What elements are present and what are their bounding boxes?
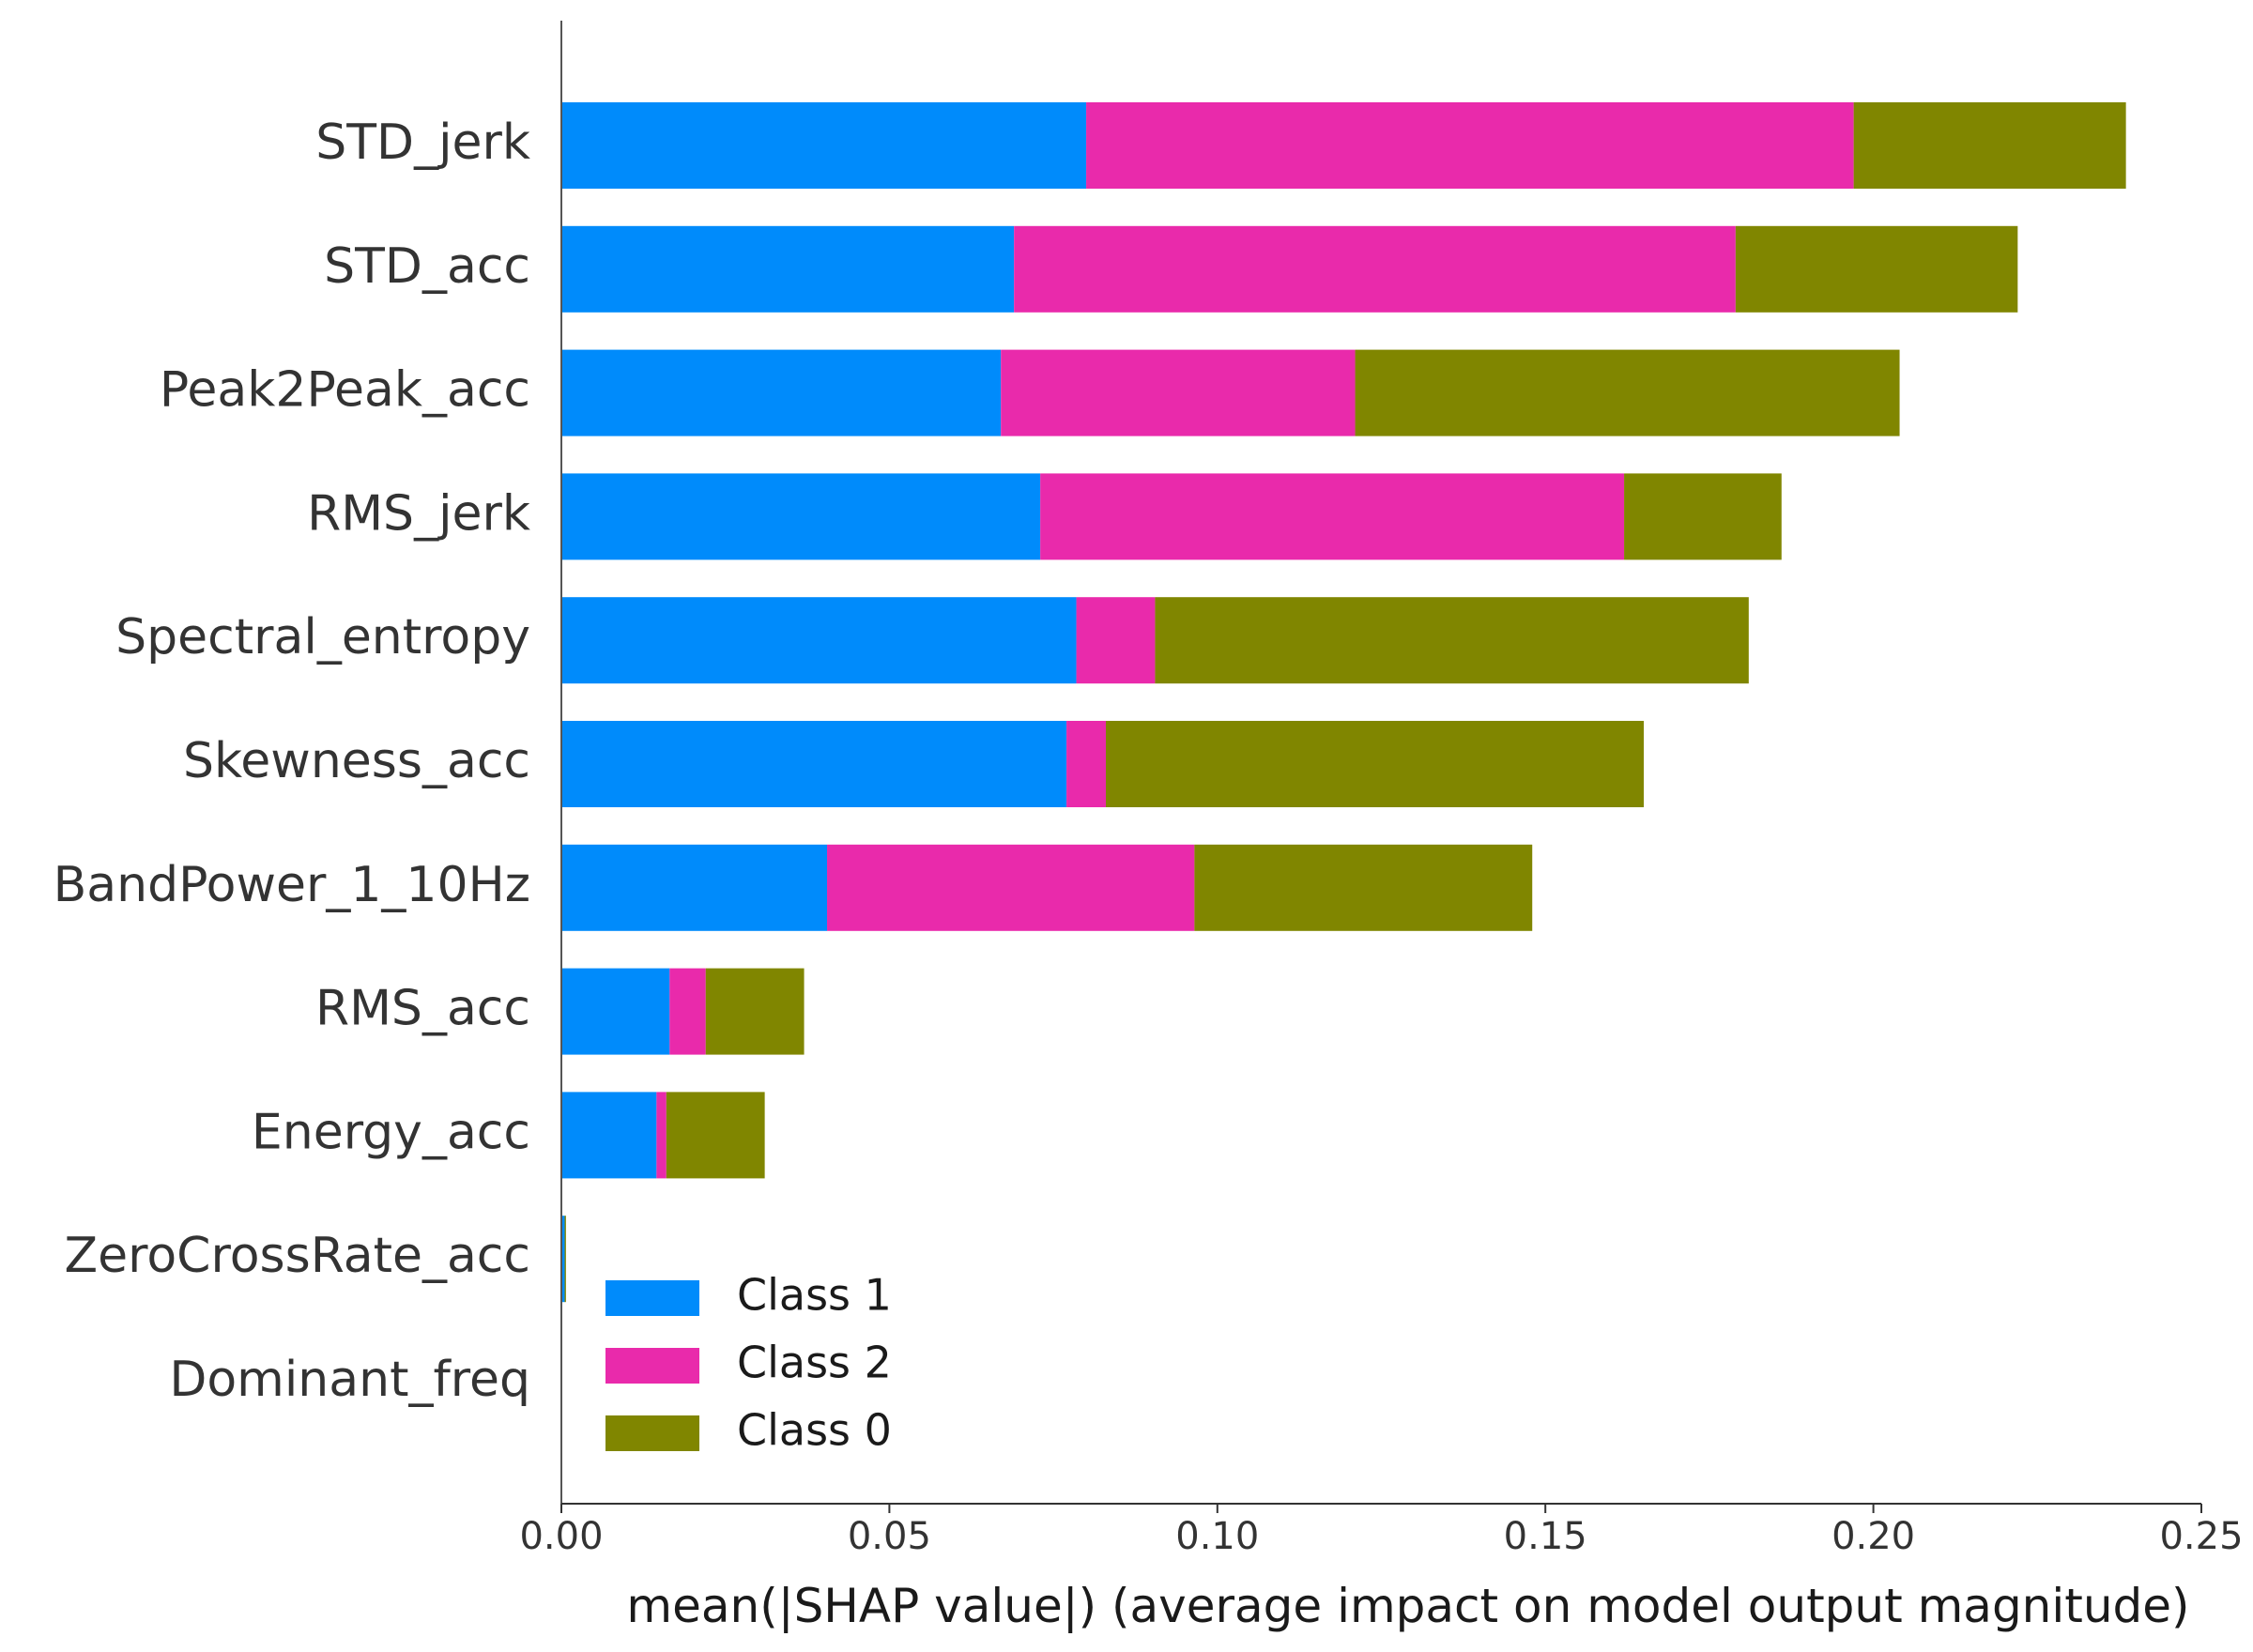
bar-RMS_jerk-class-1 [561, 473, 1041, 560]
legend-label: Class 2 [737, 1338, 892, 1388]
legend-swatch-class-0 [605, 1415, 699, 1451]
x-tick-label: 0.10 [1175, 1515, 1259, 1558]
bar-Peak2Peak_acc-class-0 [1355, 349, 1900, 436]
bar-Peak2Peak_acc-class-1 [561, 349, 1002, 436]
bar-STD_jerk-class-2 [1086, 102, 1854, 189]
y-tick-label: STD_jerk [315, 115, 530, 171]
bar-STD_acc-class-1 [561, 225, 1015, 313]
bar-STD_jerk-class-0 [1853, 102, 2126, 189]
y-tick-label: RMS_jerk [307, 485, 530, 542]
bar-Energy_acc-class-1 [561, 1092, 657, 1179]
bar-Skewness_acc-class-2 [1066, 721, 1107, 807]
y-tick-label: ZeroCrossRate_acc [65, 1228, 531, 1284]
x-tick-label: 0.25 [2159, 1515, 2243, 1558]
legend-swatch-class-1 [605, 1280, 699, 1316]
bar-BandPower_1_10Hz-class-1 [561, 844, 828, 931]
bar-ZeroCrossRate_acc-class-0 [564, 1216, 566, 1303]
bar-Spectral_entropy-class-0 [1155, 597, 1749, 684]
bar-Skewness_acc-class-1 [561, 721, 1067, 807]
x-tick-label: 0.20 [1832, 1515, 1915, 1558]
bar-Spectral_entropy-class-2 [1076, 597, 1156, 684]
y-tick-label: BandPower_1_10Hz [54, 857, 530, 913]
y-tick-label: Dominant_freq [169, 1352, 530, 1408]
bar-Energy_acc-class-0 [666, 1092, 765, 1179]
bar-STD_jerk-class-1 [561, 102, 1087, 189]
bar-Energy_acc-class-2 [656, 1092, 667, 1179]
bar-STD_acc-class-2 [1014, 225, 1736, 313]
bar-BandPower_1_10Hz-class-0 [1194, 844, 1533, 931]
bar-RMS_acc-class-1 [561, 968, 670, 1055]
legend: Class 1 Class 2 Class 0 [605, 1270, 892, 1456]
bar-Peak2Peak_acc-class-2 [1001, 349, 1356, 436]
y-tick-label: Energy_acc [252, 1104, 530, 1160]
y-tick-label: Spectral_entropy [115, 609, 530, 665]
bar-BandPower_1_10Hz-class-2 [827, 844, 1195, 931]
y-tick-label: Skewness_acc [183, 733, 530, 789]
y-axis: STD_jerk STD_acc Peak2Peak_acc RMS_jerk Spec… [54, 21, 562, 1504]
x-axis-label: mean(|SHAP value|) (average impact on mo… [626, 1579, 2189, 1633]
bar-RMS_acc-class-2 [669, 968, 706, 1055]
legend-label: Class 1 [737, 1270, 892, 1321]
legend-label: Class 0 [737, 1405, 892, 1456]
y-tick-label: STD_acc [324, 238, 530, 295]
x-tick-label: 0.00 [519, 1515, 603, 1558]
bar-STD_acc-class-0 [1735, 225, 2018, 313]
bar-RMS_jerk-class-0 [1624, 473, 1782, 560]
x-tick-label: 0.05 [848, 1515, 931, 1558]
x-tick-label: 0.15 [1504, 1515, 1587, 1558]
bars-group [561, 102, 2126, 1303]
bar-ZeroCrossRate_acc-class-1 [561, 1216, 565, 1303]
y-tick-label: Peak2Peak_acc [160, 362, 530, 419]
bar-RMS_jerk-class-2 [1040, 473, 1625, 560]
legend-swatch-class-2 [605, 1348, 699, 1384]
bar-Spectral_entropy-class-1 [561, 597, 1077, 684]
bar-RMS_acc-class-0 [705, 968, 805, 1055]
x-axis: 0.00 0.05 0.10 0.15 0.20 0.25 [519, 1503, 2244, 1558]
bar-Skewness_acc-class-0 [1106, 721, 1645, 807]
y-tick-label: RMS_acc [315, 981, 530, 1037]
